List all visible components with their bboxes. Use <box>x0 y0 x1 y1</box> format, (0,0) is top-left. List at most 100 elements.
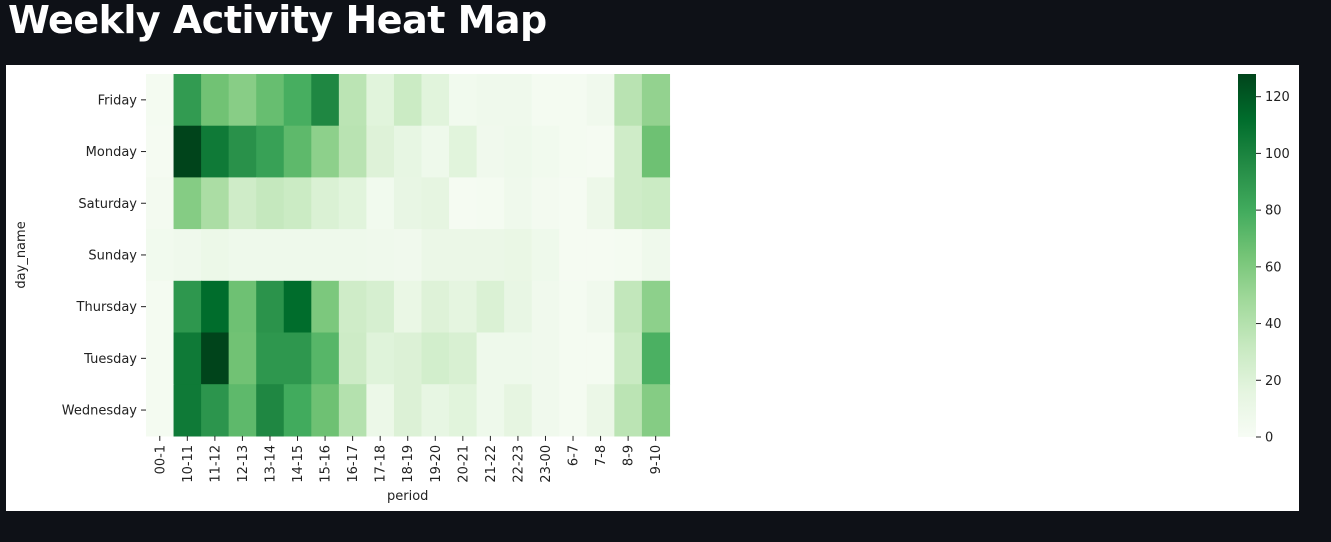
x-tick-label: 17-18 <box>374 445 389 483</box>
heatmap-cell <box>228 280 257 334</box>
heatmap-cells <box>146 74 671 437</box>
heatmap-cell <box>614 280 643 334</box>
x-tick-label: 12-13 <box>236 445 251 483</box>
heatmap-cell <box>393 384 423 437</box>
heatmap-cell <box>311 280 340 334</box>
heatmap-cell <box>559 332 588 385</box>
y-tick-labels: Friday Monday Saturday Sunday Thursday Tuesda… <box>62 93 146 419</box>
x-tick-label: 15-16 <box>319 445 334 483</box>
heatmap-cell <box>449 280 478 334</box>
colorbar-tick-label: 120 <box>1265 90 1290 105</box>
heatmap-cell <box>641 384 671 437</box>
heatmap-cell <box>476 332 505 385</box>
heatmap-cell <box>146 177 175 230</box>
heatmap-cell <box>311 177 340 230</box>
heatmap-cell <box>559 280 588 334</box>
x-tick-label: 20-21 <box>456 445 471 483</box>
heatmap-cell <box>393 125 423 178</box>
heatmap-cell <box>504 384 533 437</box>
heatmap-cell <box>504 229 533 282</box>
heatmap-cell <box>393 177 423 230</box>
heatmap-cell <box>283 332 312 385</box>
heatmap-cell <box>393 332 423 385</box>
colorbar-tick-label: 80 <box>1265 204 1282 219</box>
heatmap-cell <box>283 74 312 127</box>
colorbar-tick-label: 20 <box>1265 374 1282 389</box>
colorbar-tick-labels: 0 20 40 60 80 100 120 <box>1256 90 1290 446</box>
heatmap-cell <box>173 332 202 385</box>
heatmap-cell <box>366 229 395 282</box>
heatmap-cell <box>338 125 367 178</box>
heatmap-cell <box>256 229 285 282</box>
colorbar-tick-label: 0 <box>1265 431 1273 446</box>
x-tick-label: 23-00 <box>539 445 554 483</box>
heatmap-cell <box>201 280 230 334</box>
x-tick-label: 8-9 <box>622 445 637 466</box>
heatmap-cell <box>173 177 202 230</box>
heatmap-cell <box>421 229 450 282</box>
heatmap-cell <box>338 332 367 385</box>
heatmap-cell <box>283 384 312 437</box>
x-tick-label: 7-8 <box>594 445 609 466</box>
heatmap-cell <box>476 125 505 178</box>
heatmap-cell <box>614 332 643 385</box>
heatmap-cell <box>449 177 478 230</box>
heatmap-cell <box>173 125 202 178</box>
heatmap-cell <box>146 125 175 178</box>
heatmap-cell <box>641 229 671 282</box>
heatmap-cell <box>449 384 478 437</box>
heatmap-cell <box>283 280 312 334</box>
heatmap-cell <box>421 74 450 127</box>
heatmap-cell <box>476 74 505 127</box>
heatmap-cell <box>228 332 257 385</box>
heatmap-cell <box>146 280 175 334</box>
heatmap-cell <box>201 125 230 178</box>
heatmap-cell <box>586 74 615 127</box>
heatmap-cell <box>283 125 312 178</box>
y-axis-label: day_name <box>14 221 29 288</box>
heatmap-cell <box>338 280 367 334</box>
heatmap-cell <box>614 384 643 437</box>
heatmap-cell <box>228 384 257 437</box>
heatmap-cell <box>228 125 257 178</box>
heatmap-cell <box>201 74 230 127</box>
y-tick-label: Tuesday <box>83 352 137 367</box>
heatmap-cell <box>476 229 505 282</box>
heatmap-cell <box>201 332 230 385</box>
heatmap-cell <box>421 280 450 334</box>
x-tick-label: 9-10 <box>649 445 664 475</box>
heatmap-cell <box>531 332 560 385</box>
x-tick-label: 16-17 <box>346 445 361 483</box>
y-tick-label: Saturday <box>78 197 137 212</box>
heatmap-cell <box>366 74 395 127</box>
heatmap-cell <box>559 125 588 178</box>
heatmap-cell <box>393 229 423 282</box>
x-tick-label: 21-22 <box>484 445 499 483</box>
heatmap-cell <box>641 177 671 230</box>
heatmap-cell <box>559 229 588 282</box>
heatmap-cell <box>531 384 560 437</box>
heatmap-cell <box>256 74 285 127</box>
heatmap-cell <box>146 384 175 437</box>
heatmap-cell <box>256 125 285 178</box>
heatmap-cell <box>641 74 671 127</box>
chart-panel: Friday Monday Saturday Sunday Thursday Tuesda… <box>6 65 1299 511</box>
heatmap-cell <box>559 177 588 230</box>
x-tick-label: 22-23 <box>511 445 526 483</box>
heatmap-cell <box>173 229 202 282</box>
heatmap-cell <box>614 74 643 127</box>
colorbar-tick-label: 100 <box>1265 147 1290 162</box>
heatmap-cell <box>311 229 340 282</box>
heatmap-cell <box>531 125 560 178</box>
heatmap-cell <box>146 332 175 385</box>
colorbar-gradient <box>1238 74 1256 437</box>
heatmap-cell <box>228 74 257 127</box>
heatmap-cell <box>641 332 671 385</box>
heatmap-cell <box>311 125 340 178</box>
heatmap-cell <box>476 177 505 230</box>
heatmap-cell <box>586 125 615 178</box>
heatmap-cell <box>338 74 367 127</box>
x-tick-label: 14-15 <box>291 445 306 483</box>
heatmap-cell <box>393 280 423 334</box>
heatmap-cell <box>476 384 505 437</box>
